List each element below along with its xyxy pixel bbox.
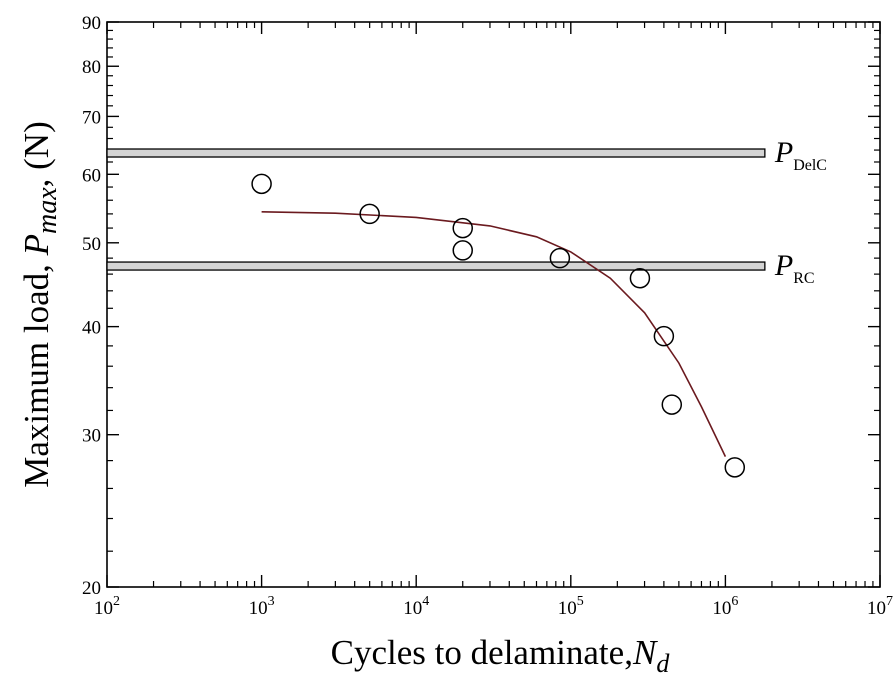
y-tick-label: 30 [82,426,101,447]
x-tick-base: 10 [94,598,113,619]
reference-bands [106,148,766,271]
y-axis-title: Maximum load, Pmax, (N) [17,121,63,487]
x-tick-label: 103 [249,594,275,619]
x-axis-title-sub: d [656,649,670,674]
x-tick-label: 106 [712,594,738,619]
y-axis-title-var: P [17,234,56,256]
y-tick-label: 40 [82,318,101,339]
ref-label-sub: DelC [793,157,827,174]
y-tick-label: 60 [82,165,101,186]
y-axis-title-sub: max [32,187,63,234]
plot-frame [106,21,881,588]
x-tick-exponent: 6 [731,594,738,609]
y-tick-label: 20 [82,578,101,599]
data-point [359,203,380,225]
x-tick-label: 105 [558,594,584,619]
x-tick-exponent: 3 [268,594,275,609]
ref-label-sub: RC [793,270,814,287]
x-tick-label: 102 [94,594,120,619]
fit-curve [261,211,727,457]
y-tick-label: 50 [82,234,101,255]
y-tick-label: 80 [82,57,101,78]
data-point [452,240,473,261]
x-tick-base: 10 [249,598,268,619]
data-point [661,394,683,415]
x-tick-exponent: 4 [422,594,429,609]
labels: 102 103 104 105 106 1072030405060708090PDelCP… [17,13,893,674]
data-point [549,247,571,269]
data-points [251,173,746,478]
ref-label-rc: PRC [774,249,815,287]
data-point [452,217,473,239]
x-tick-exponent: 2 [113,594,120,609]
x-axis-title-text: Cycles to delaminate, [331,633,633,672]
x-tick-label: 104 [403,594,429,619]
data-point [653,325,675,347]
ref-label-var: P [774,249,793,282]
x-tick-label: 107 [867,594,893,619]
x-tick-base: 10 [867,598,886,619]
data-point [251,173,272,195]
axes [106,21,881,588]
x-tick-base: 10 [403,598,422,619]
ref-band-delc [106,148,766,158]
ref-label-var: P [774,136,793,169]
y-axis-title-text: Maximum load, [17,255,56,487]
y-tick-label: 90 [82,13,101,34]
x-tick-base: 10 [712,598,731,619]
data-point [724,457,746,478]
x-tick-exponent: 7 [886,594,893,609]
ref-band-rc [106,261,766,271]
y-axis-title-unit: , (N) [17,121,56,187]
y-tick-label: 70 [82,107,101,128]
x-axis-title-var: N [632,633,658,672]
ref-label-delc: PDelC [774,136,827,174]
x-tick-base: 10 [558,598,577,619]
x-axis-title: Cycles to delaminate,Nd [331,633,671,674]
x-tick-exponent: 5 [577,594,584,609]
data-point [629,267,651,289]
fit-curve-group [261,211,727,457]
